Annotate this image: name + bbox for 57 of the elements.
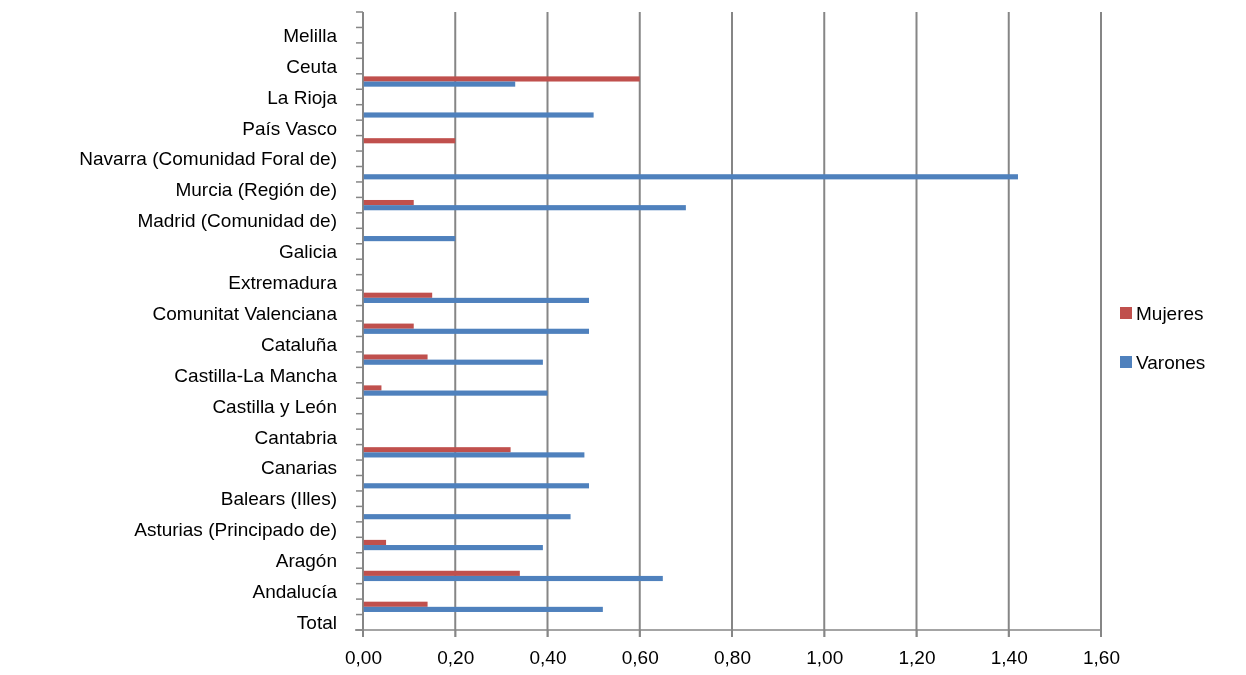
y-tick-label: Asturias (Principado de) <box>134 519 337 541</box>
bar <box>363 447 511 453</box>
y-tick-label: Melilla <box>283 24 338 46</box>
y-tick-label: Madrid (Comunidad de) <box>137 210 337 232</box>
x-tick-label: 1,60 <box>1083 647 1120 669</box>
x-tick-label: 0,80 <box>714 647 751 669</box>
x-tick-label: 0,00 <box>345 647 382 669</box>
bar <box>363 539 387 546</box>
x-tick-label: 0,60 <box>621 647 659 669</box>
bar <box>363 385 382 391</box>
bar <box>363 354 428 360</box>
x-tick-label: 0,40 <box>529 647 567 669</box>
legend-label: Varones <box>1136 351 1206 373</box>
bar <box>363 205 686 211</box>
bar <box>363 199 414 206</box>
y-tick-label: Castilla y León <box>212 395 337 417</box>
y-tick-label: Andalucía <box>252 581 338 603</box>
bar <box>363 514 571 520</box>
y-tick-label: Galicia <box>278 241 338 263</box>
bar <box>363 174 1018 180</box>
y-tick-label: Total <box>296 611 337 633</box>
bar <box>363 138 456 144</box>
bar <box>363 297 590 303</box>
y-tick-label: Castilla-La Mancha <box>174 364 338 386</box>
bar <box>363 328 590 334</box>
bar <box>363 575 663 582</box>
bar <box>363 390 548 396</box>
bar <box>363 545 543 551</box>
bar <box>363 606 603 612</box>
bar <box>363 292 433 298</box>
y-tick-label: Navarra (Comunidad Foral de) <box>79 148 337 170</box>
y-tick-label: Ceuta <box>286 55 338 77</box>
y-tick-label: Aragón <box>275 550 337 572</box>
x-tick-label: 1,00 <box>806 647 844 669</box>
y-tick-label: Extremadura <box>228 272 338 294</box>
y-tick-label: Balears (Illes) <box>220 488 337 510</box>
legend-label: Mujeres <box>1136 302 1204 324</box>
y-tick-label: Comunitat Valenciana <box>152 302 338 324</box>
bar <box>363 112 594 118</box>
bar <box>363 323 414 329</box>
bar <box>363 570 520 576</box>
bar <box>363 483 590 489</box>
y-tick-label: Cataluña <box>260 333 338 355</box>
x-tick-label: 0,20 <box>437 647 475 669</box>
y-tick-label: La Rioja <box>267 86 338 108</box>
y-tick-label: Cantabria <box>254 426 338 448</box>
y-tick-label: País Vasco <box>242 117 337 139</box>
bar <box>363 76 640 82</box>
bar <box>363 236 456 242</box>
bar <box>363 81 516 87</box>
x-tick-label: 1,40 <box>990 647 1028 669</box>
y-tick-label: Canarias <box>260 457 337 479</box>
bar <box>363 359 543 365</box>
y-tick-label: Murcia (Región de) <box>175 179 337 201</box>
bar <box>363 452 585 458</box>
bar <box>363 601 428 607</box>
x-tick-label: 1,20 <box>898 647 936 669</box>
